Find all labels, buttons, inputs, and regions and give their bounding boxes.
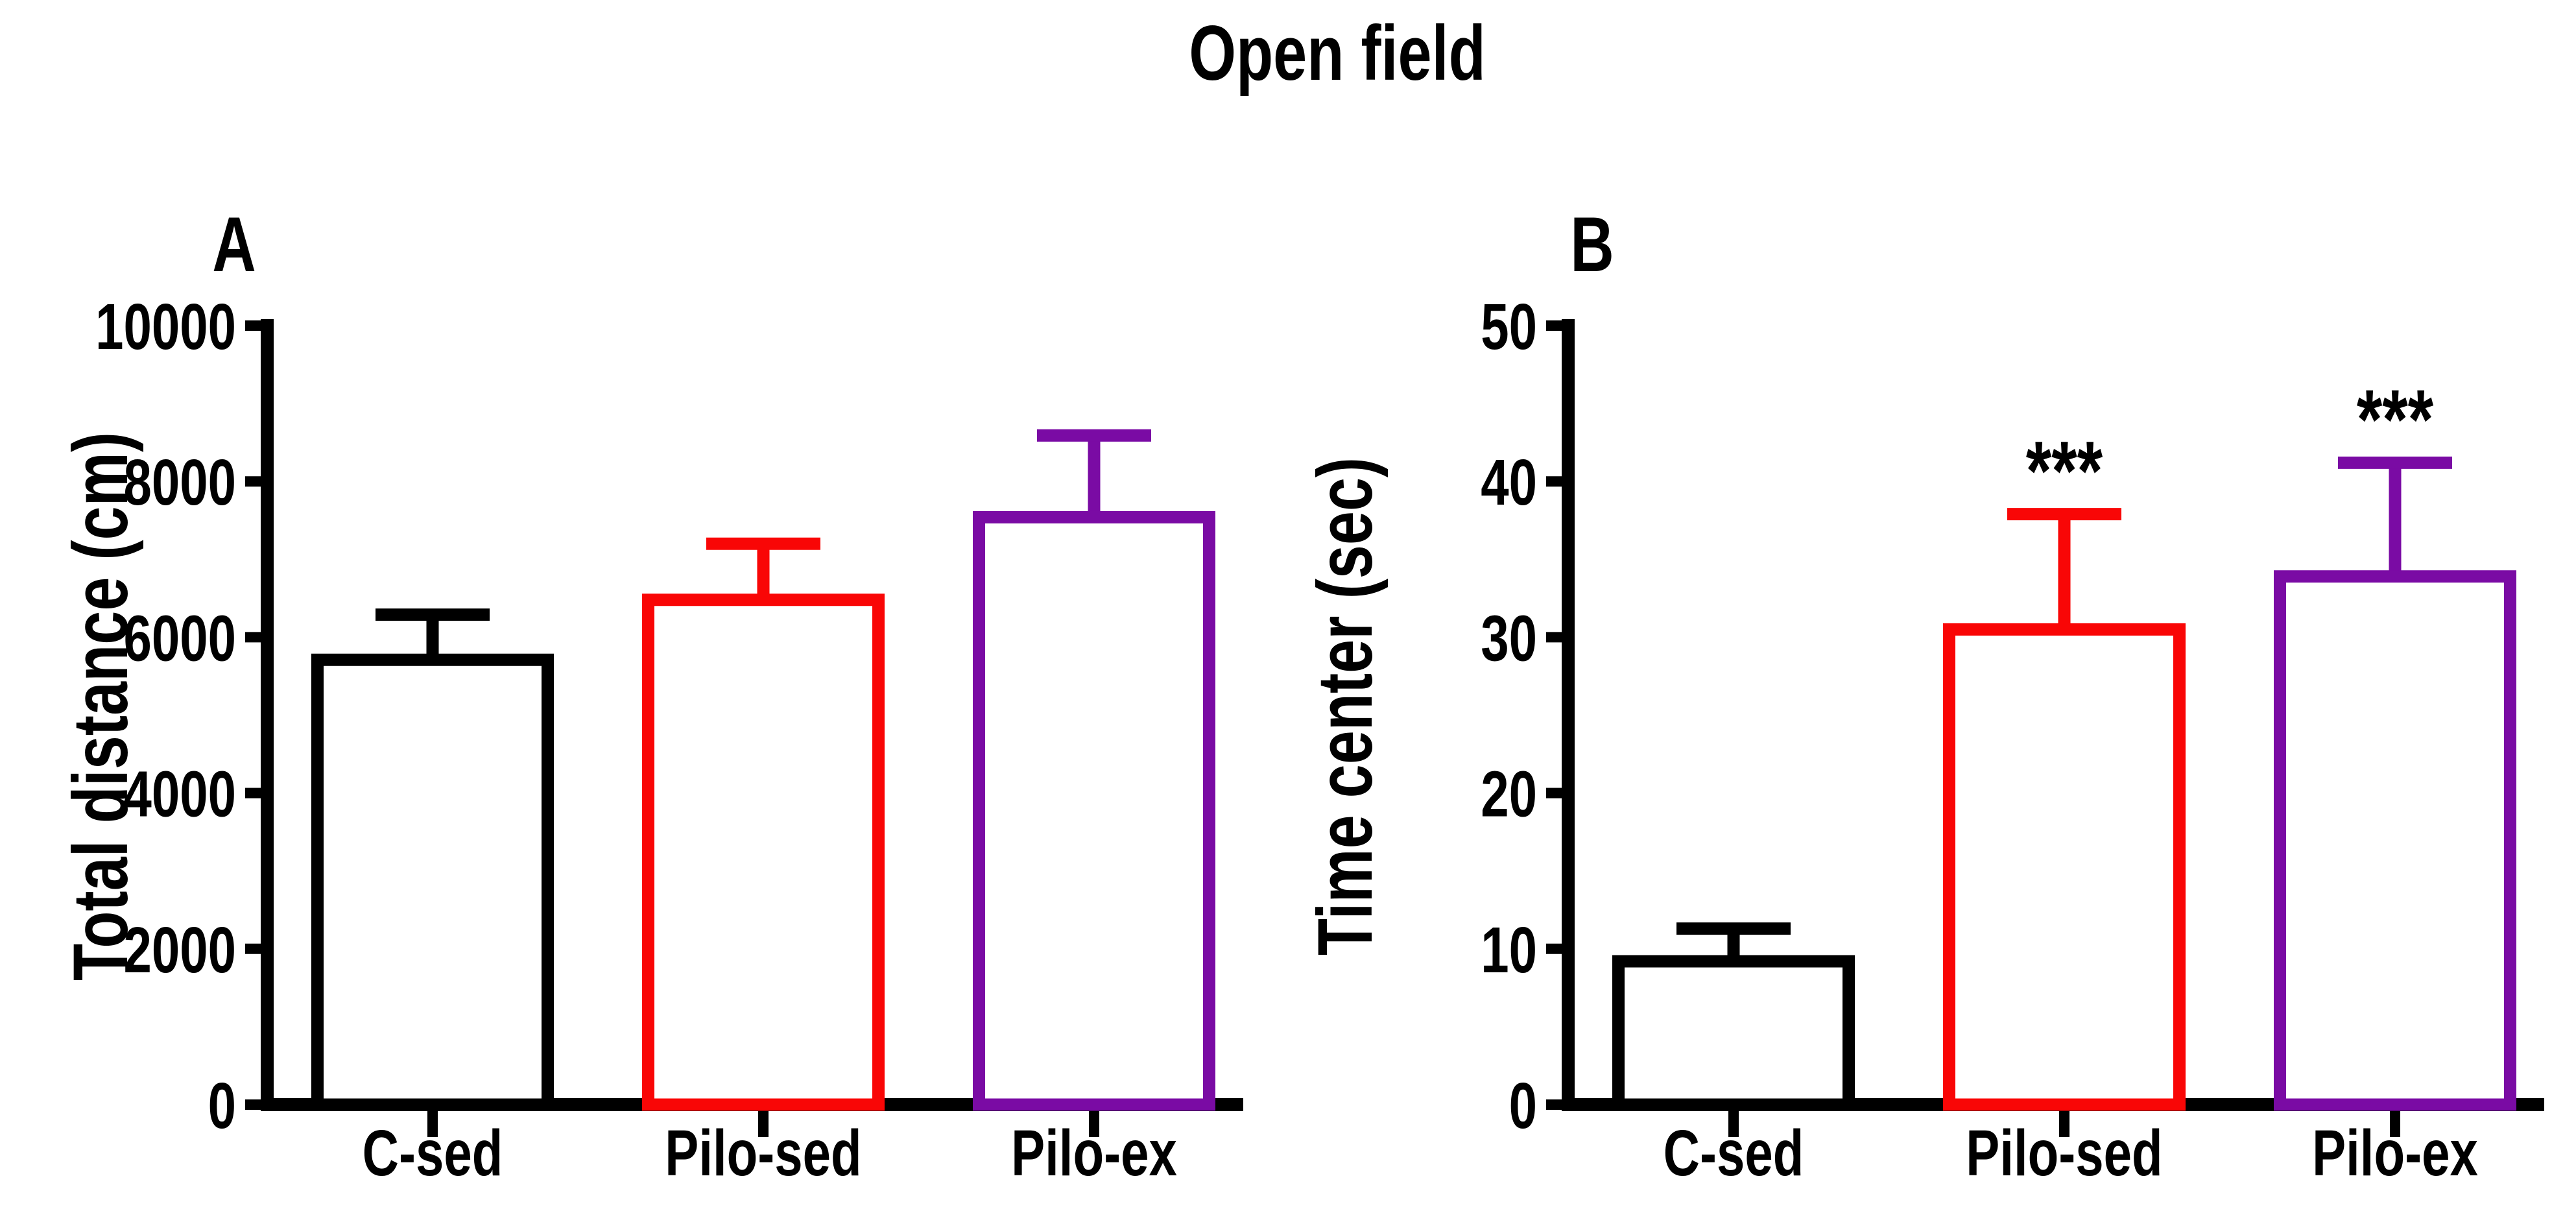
bar <box>311 653 554 1111</box>
significance-stars: *** <box>2357 372 2434 466</box>
y-tick-label: 10 <box>1481 914 1537 987</box>
panel-a-letter: A <box>212 201 256 288</box>
y-tick-label: 50 <box>1481 291 1537 363</box>
y-tick-label: 4000 <box>124 758 237 831</box>
bar <box>2274 570 2516 1111</box>
bar <box>973 510 1215 1111</box>
bar <box>1943 623 2186 1111</box>
panel-a-plot: 0 2000 4000 6000 8000 10000 C-sed Pilo-sed Pilo-… <box>95 291 1243 1190</box>
y-tick-label: 6000 <box>124 602 237 675</box>
category-label: Pilo-ex <box>2312 1117 2478 1190</box>
bar <box>642 594 885 1111</box>
y-tick-label: 2000 <box>124 914 237 987</box>
y-tick-label: 20 <box>1481 758 1537 831</box>
category-label: C-sed <box>363 1117 503 1190</box>
bar <box>1612 955 1855 1111</box>
y-tick-label: 30 <box>1481 602 1537 675</box>
panel-b-y-axis-label: Time center (sec) <box>1302 457 1389 955</box>
category-label: Pilo-sed <box>1966 1117 2162 1190</box>
panel-b-plot: 0 10 20 30 40 50 C-sed Pilo-sed *** Pilo-ex *** <box>1481 291 2544 1190</box>
y-tick-label: 10000 <box>95 291 236 363</box>
panel-a-y-axis-label: Total distance (cm) <box>57 432 144 981</box>
category-label: Pilo-sed <box>665 1117 861 1190</box>
significance-stars: *** <box>2026 424 2103 518</box>
category-label: Pilo-ex <box>1011 1117 1177 1190</box>
category-label: C-sed <box>1664 1117 1804 1190</box>
y-tick-label: 0 <box>1509 1070 1537 1142</box>
y-tick-label: 8000 <box>124 446 237 519</box>
figure-title: Open field <box>1189 10 1486 97</box>
y-tick-label: 0 <box>208 1070 236 1142</box>
y-tick-label: 40 <box>1481 446 1537 519</box>
panel-b-letter: B <box>1570 201 1614 288</box>
